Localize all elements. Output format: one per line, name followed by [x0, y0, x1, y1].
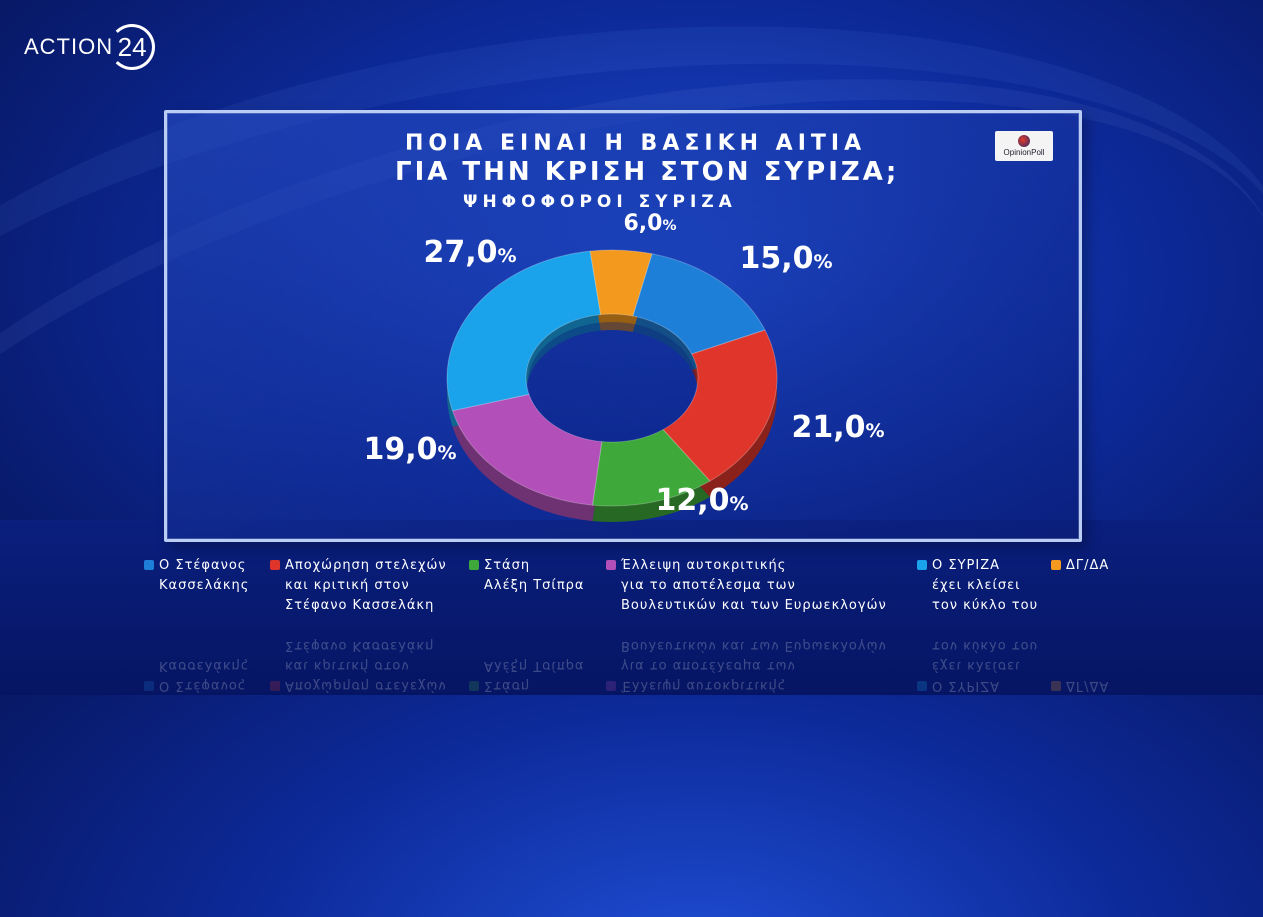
- donut-slice: [589, 249, 653, 317]
- legend-swatch: [606, 681, 616, 691]
- legend-reflection: Ο Στέφανος Κασσελάκης Αποχώρηση στελεχών …: [0, 620, 1263, 695]
- donut-slice: [446, 250, 602, 412]
- source-brand: OpinionPoll: [995, 131, 1053, 161]
- donut-slices: [446, 249, 778, 507]
- legend-swatch: [469, 681, 479, 691]
- chart-title-line1: ΠΟΙΑ ΕΙΝΑΙ Η ΒΑΣΙΚΗ ΑΙΤΙΑ: [405, 131, 867, 156]
- legend-swatch: [1051, 681, 1061, 691]
- donut-value-labels: 15,0% 21,0% 12,0% 19,0% 27,0% 6,0%: [363, 211, 884, 518]
- chart-title-line2: ΓΙΑ ΤΗΝ ΚΡΙΣΗ ΣΤΟΝ ΣΥΡΙΖΑ;: [395, 157, 900, 187]
- donut-chart: 15,0% 21,0% 12,0% 19,0% 27,0% 6,0%: [363, 211, 884, 522]
- legend-swatch: [144, 681, 154, 691]
- legend-item: Στάση Αλέξη Τσίπρα: [469, 655, 584, 695]
- legend-label: ΔΓ/ΔΑ: [1066, 678, 1110, 693]
- legend-label: Έλλειψη αυτοκριτικής για το αποτέλεσμα τ…: [621, 638, 887, 693]
- legend-label: Ο Στέφανος Κασσελάκης: [159, 658, 250, 693]
- slice-value-label: 12,0%: [655, 483, 748, 518]
- slice-value-label: 15,0%: [739, 241, 832, 276]
- legend-swatch: [917, 681, 927, 691]
- legend-item: Έλλειψη αυτοκριτικής για το αποτέλεσμα τ…: [606, 635, 887, 695]
- logo-ring-icon: 24: [109, 24, 156, 70]
- donut-slice: [632, 253, 766, 355]
- donut-slice: [451, 393, 603, 506]
- legend-label: Ο ΣΥΡΙΖΑ έχει κλείσει τον κύκλο του: [932, 638, 1039, 693]
- donut-hole: [528, 322, 696, 442]
- slice-value-label: 6,0%: [623, 211, 676, 236]
- legend-item: Αποχώρηση στελεχών και κριτική στον Στέφ…: [270, 635, 447, 695]
- logo-text: ACTION: [24, 34, 114, 59]
- slice-value-label: 27,0%: [423, 235, 516, 270]
- channel-logo: ACTION 24: [24, 22, 156, 72]
- chart-subtitle: ΨΗΦΟΦΟΡΟΙ ΣΥΡΙΖΑ: [463, 192, 737, 212]
- donut-slice: [591, 428, 711, 507]
- legend-item: ΔΓ/ΔΑ: [1051, 675, 1109, 695]
- legend-item: Ο Στέφανος Κασσελάκης: [144, 655, 249, 695]
- logo-number: 24: [117, 31, 147, 62]
- legend-label: Στάση Αλέξη Τσίπρα: [484, 658, 585, 693]
- legend-swatch: [270, 681, 280, 691]
- donut-slice: [662, 329, 778, 482]
- opinionpoll-logo-icon: [1018, 135, 1030, 147]
- legend-label: Αποχώρηση στελεχών και κριτική στον Στέφ…: [285, 638, 447, 693]
- source-brand-text: OpinionPoll: [1003, 148, 1045, 157]
- legend-item: Ο ΣΥΡΙΖΑ έχει κλείσει τον κύκλο του: [917, 635, 1038, 695]
- slice-value-label: 21,0%: [791, 410, 884, 445]
- studio-floor: [0, 520, 1263, 695]
- slice-value-label: 19,0%: [363, 432, 456, 467]
